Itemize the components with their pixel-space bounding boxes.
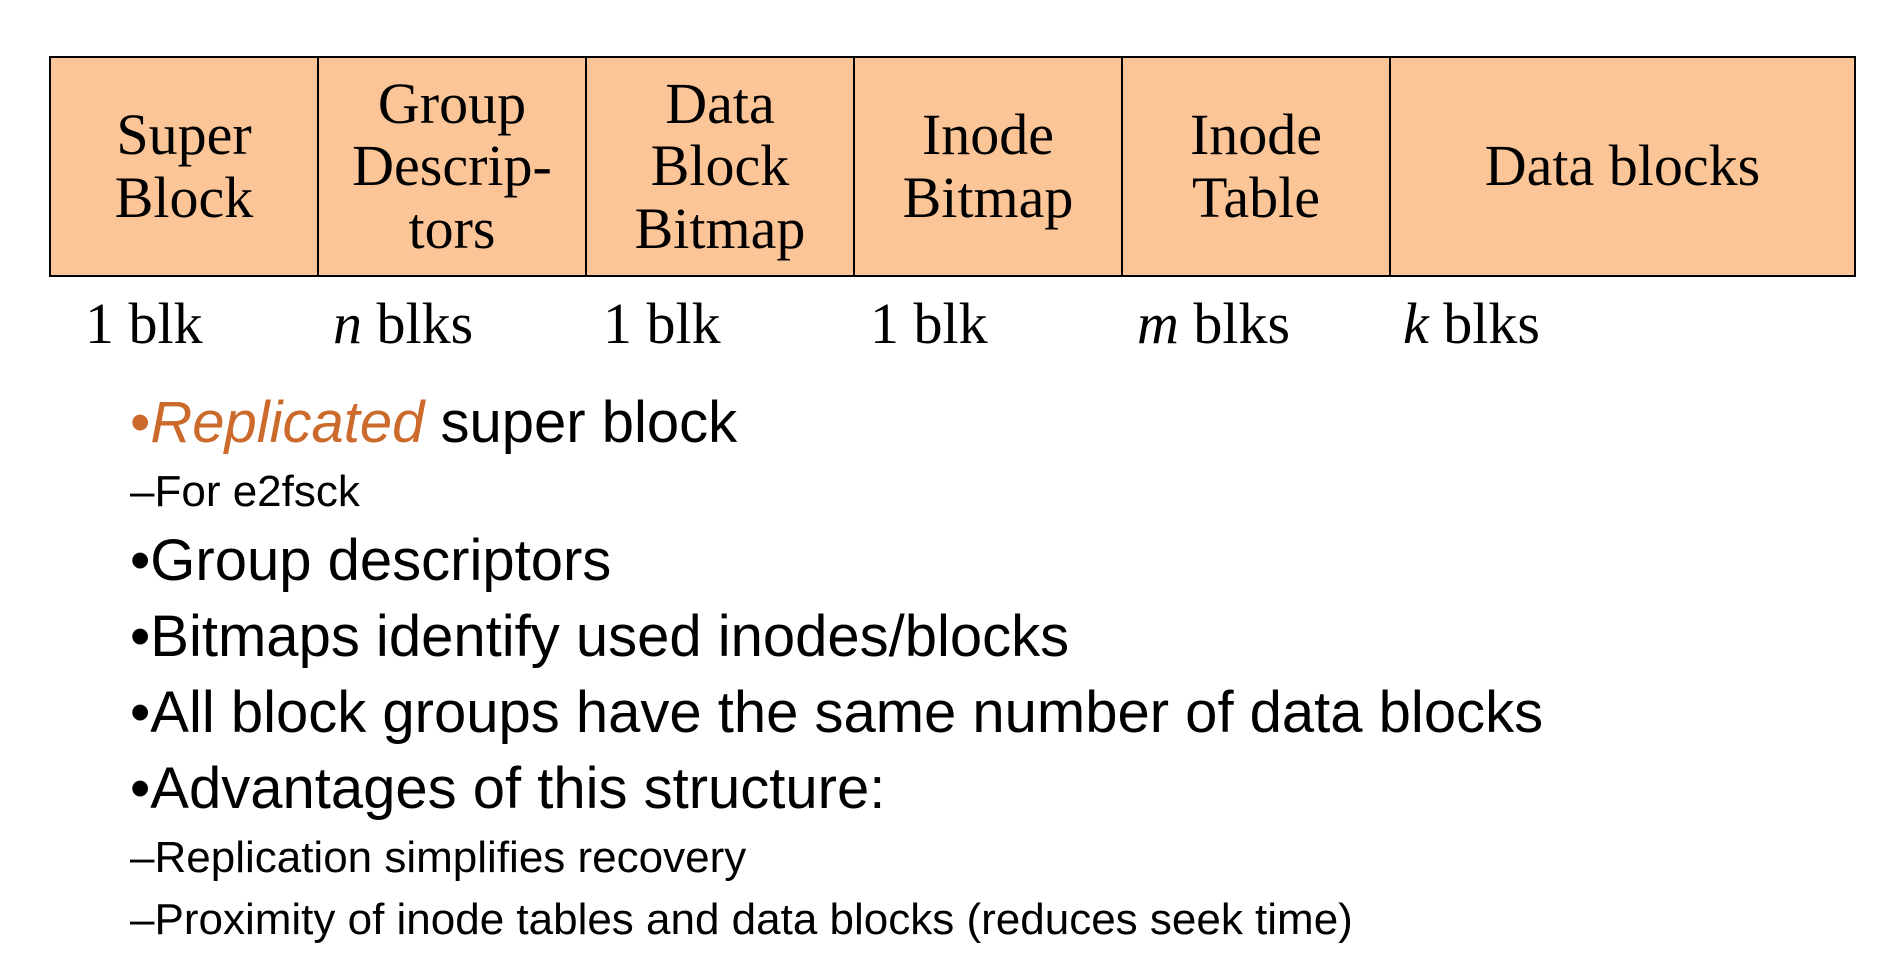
data-block-bitmap-cell: Data Block Bitmap	[587, 58, 855, 275]
inode-bitmap-count: 1 blk	[870, 290, 988, 357]
bullet-list: •Replicated super block –For e2fsck •Gro…	[130, 385, 1543, 951]
bullet-group-descriptors: •Group descriptors	[130, 528, 612, 593]
count-unit: blks	[1428, 291, 1540, 356]
super-block-count: 1 blk	[85, 290, 203, 357]
block-group-diagram: Super Block Group Descrip- tors Data Blo…	[49, 56, 1856, 277]
bullet-replicated-super-block: •Replicated super block	[130, 385, 1543, 461]
group-descriptors-count: n blks	[333, 290, 473, 357]
emphasized-text: Replicated	[150, 390, 425, 455]
count-unit: blks	[1178, 291, 1291, 356]
count-unit: blks	[362, 291, 474, 356]
super-block-cell: Super Block	[51, 58, 319, 275]
inode-table-count: m blks	[1137, 290, 1290, 357]
sub-bullet-replication: –Replication simplifies recovery	[130, 833, 747, 882]
inode-table-cell: Inode Table	[1123, 58, 1391, 275]
bullet-marker: •	[130, 390, 151, 455]
data-block-bitmap-count: 1 blk	[603, 290, 721, 357]
count-variable: k	[1403, 291, 1429, 356]
count-variable: m	[1137, 291, 1179, 356]
block-counts-row: 1 blk n blks 1 blk 1 blk m blks k blks	[0, 290, 1888, 370]
bullet-block-groups: •All block groups have the same number o…	[130, 680, 1544, 745]
bullet-text: super block	[424, 390, 738, 455]
bullet-bitmaps: •Bitmaps identify used inodes/blocks	[130, 604, 1070, 669]
sub-bullet-e2fsck: –For e2fsck	[130, 467, 360, 516]
data-blocks-cell: Data blocks	[1484, 133, 1761, 199]
count-variable: n	[333, 291, 362, 356]
count-unit: 1 blk	[870, 291, 988, 356]
count-unit: 1 blk	[603, 291, 721, 356]
sub-bullet-proximity: –Proximity of inode tables and data bloc…	[130, 895, 1353, 944]
inode-bitmap-cell: Inode Bitmap	[855, 58, 1123, 275]
group-descriptors-cell: Group Descrip- tors	[319, 58, 587, 275]
bullet-advantages: •Advantages of this structure:	[130, 756, 886, 821]
count-unit: 1 blk	[85, 291, 203, 356]
data-blocks-count: k blks	[1403, 290, 1540, 357]
